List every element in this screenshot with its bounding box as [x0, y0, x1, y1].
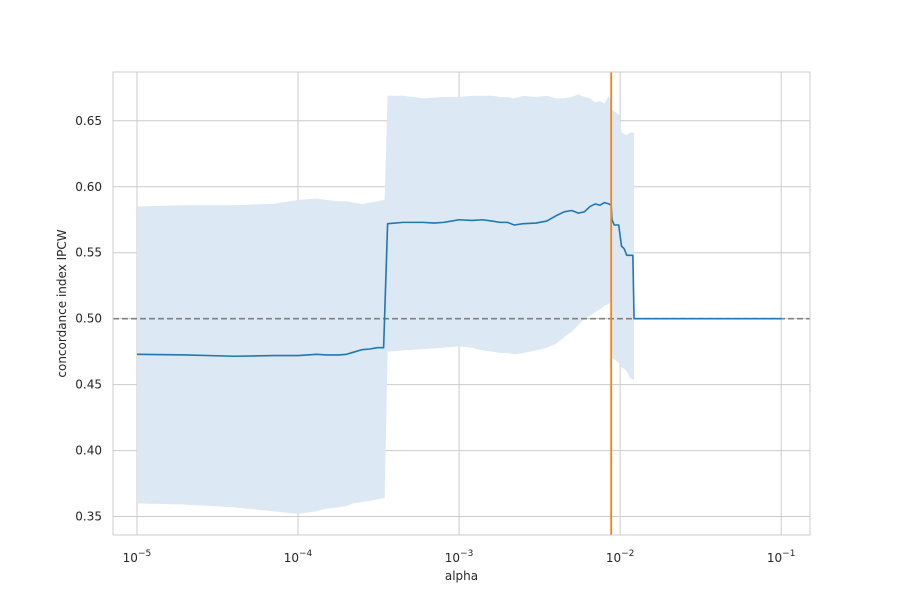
y-tick-label: 0.65 [75, 114, 102, 128]
x-axis-label: alpha [445, 569, 478, 583]
y-tick-label: 0.45 [75, 378, 102, 392]
x-tick-label: 10−2 [606, 549, 635, 565]
y-axis-label: concordance index IPCW [55, 229, 69, 377]
x-tick-label: 10−4 [284, 549, 313, 565]
x-tick-label: 10−1 [767, 549, 796, 565]
y-tick-label: 0.50 [75, 312, 102, 326]
x-tick-labels: 10−5 10−4 10−3 10−2 10−1 [123, 549, 796, 565]
y-tick-label: 0.35 [75, 510, 102, 524]
y-tick-label: 0.55 [75, 246, 102, 260]
series-line-layer [136, 201, 782, 358]
x-tick-label: 10−3 [445, 549, 474, 565]
series-line [136, 201, 782, 358]
y-tick-label: 0.60 [75, 180, 102, 194]
y-tick-label: 0.40 [75, 444, 102, 458]
plot-frame [112, 71, 811, 536]
x-tick-label: 10−5 [123, 549, 152, 565]
y-tick-labels: 0.35 0.40 0.45 0.50 0.55 0.60 0.65 [75, 114, 102, 524]
